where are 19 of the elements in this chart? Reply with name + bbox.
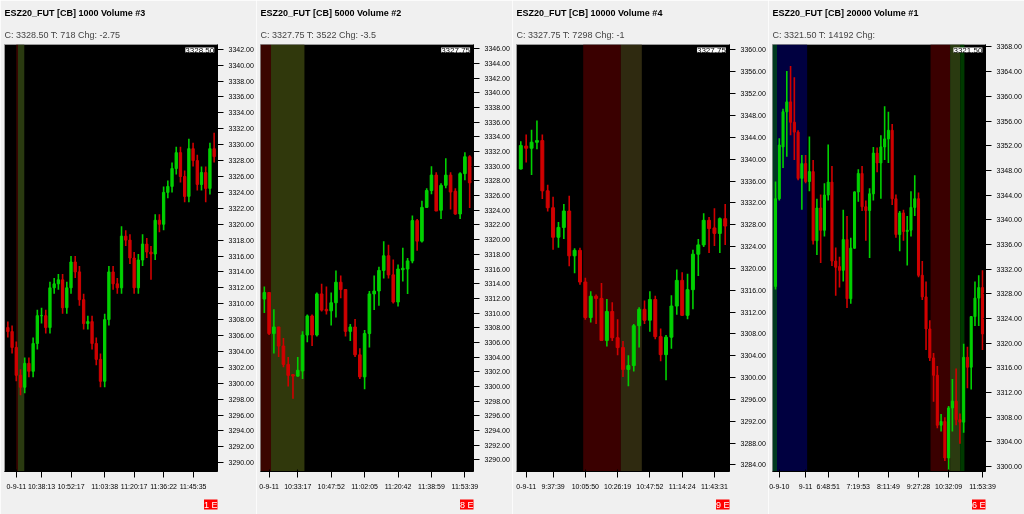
chart-subtitle: C: 3327.75 T: 3522 Chg: -3.5 bbox=[260, 29, 376, 40]
candlestick bbox=[642, 299, 647, 325]
text: 1 E bbox=[203, 499, 218, 510]
annotation: 3327.75 bbox=[441, 45, 471, 55]
annotation: 3327.75 bbox=[696, 45, 727, 55]
chart-subtitle: C: 3327.75 T: 7298 Chg: -1 bbox=[516, 29, 625, 40]
chart-title: ESZ20_FUT [CB] 20000 Volume #1 bbox=[772, 7, 919, 18]
chart-title: ESZ20_FUT [CB] 10000 Volume #4 bbox=[516, 7, 663, 18]
text: 8 E bbox=[459, 499, 474, 510]
annotation: 3328.50 bbox=[185, 45, 215, 55]
chart-subtitle: C: 3328.50 T: 718 Chg: -2.75 bbox=[4, 29, 120, 40]
chart-title: ESZ20_FUT [CB] 1000 Volume #3 bbox=[4, 7, 146, 18]
chart-title: ESZ20_FUT [CB] 5000 Volume #2 bbox=[260, 7, 402, 18]
text: 6 E bbox=[971, 499, 986, 510]
candlestick bbox=[626, 354, 631, 388]
text: 9 E bbox=[715, 499, 730, 510]
chart-subtitle: C: 3321.50 T: 14192 Chg: bbox=[772, 29, 875, 40]
candlestick bbox=[572, 247, 577, 275]
annotation: 3321.50 bbox=[953, 45, 983, 55]
